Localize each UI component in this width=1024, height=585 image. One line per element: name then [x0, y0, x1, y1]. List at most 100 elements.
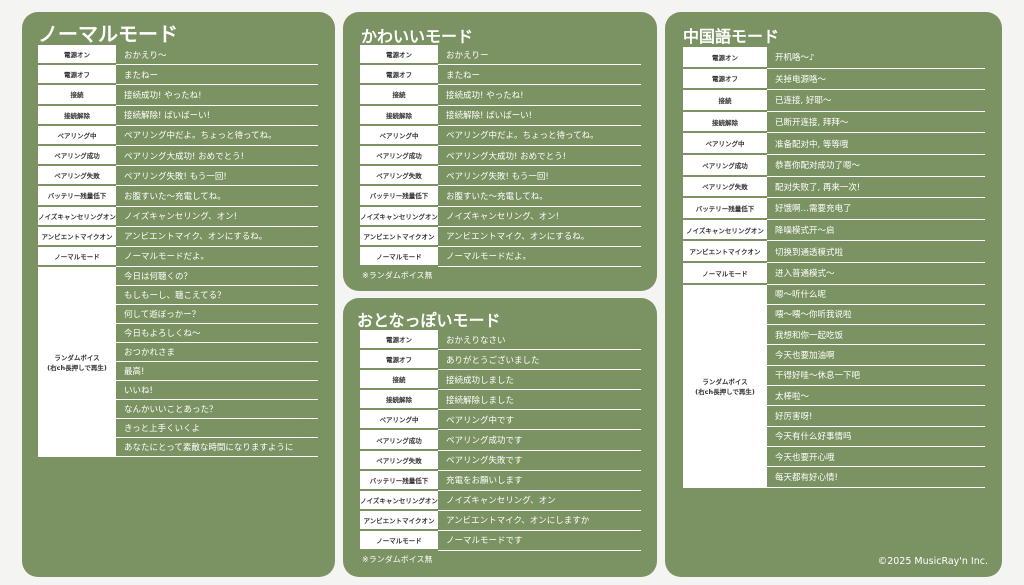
row-key: 接続解除	[38, 105, 116, 126]
random-item: 太棒啦〜	[767, 386, 985, 407]
row-key: バッテリー残量低下	[38, 186, 116, 207]
random-item: 最高!	[116, 362, 318, 382]
row-value: 进入普通模式〜	[767, 263, 985, 285]
row-key: ペアリング失敗	[360, 450, 438, 471]
table-row: ペアリング成功 ペアリング大成功! おめでとう!	[360, 145, 641, 167]
table-row: バッテリー残量低下 好饿啊…需要充电了	[683, 198, 985, 220]
row-value: 已断开连接, 拜拜〜	[767, 112, 985, 134]
random-key-line: (右ch長押しで再生)	[695, 388, 755, 397]
row-value: 恭喜你配对成功了嗯〜	[767, 155, 985, 177]
row-value: 好饿啊…需要充电了	[767, 198, 985, 220]
row-value: おかえりなさい	[438, 330, 641, 351]
row-value: おかえりー	[438, 45, 641, 66]
row-key: ペアリング成功	[38, 145, 116, 167]
row-key: 電源オフ	[360, 65, 438, 86]
row-value: ペアリング中です	[438, 410, 641, 431]
row-value: アンビエントマイク、オンにするね。	[438, 227, 641, 247]
row-key: ノイズキャンセリングオン	[683, 219, 767, 242]
table-row: 電源オン おかえりなさい	[360, 330, 641, 351]
row-value: ペアリング失敗です	[438, 451, 641, 471]
row-key: 接続解除	[683, 111, 767, 134]
random-item: あなたにとって素敵な時間になりますように	[116, 438, 318, 458]
table-row: 接続解除 接続解除しました	[360, 390, 641, 411]
row-key: ノーマルモード	[38, 246, 116, 268]
table-row: ペアリング成功 恭喜你配对成功了嗯〜	[683, 154, 985, 177]
table-row: ノイズキャンセリングオン ノイズキャンセリング、オン!	[360, 206, 641, 227]
row-key: ペアリング成功	[360, 145, 438, 167]
row-key: バッテリー残量低下	[360, 470, 438, 491]
panel-note: ※ランダムボイス無	[362, 271, 433, 281]
table-row: ノーマルモード ノーマルモードだよ。	[360, 246, 641, 268]
row-value: 关掉电源咯〜	[767, 69, 985, 91]
table-row: 電源オフ 关掉电源咯〜	[683, 68, 985, 91]
table-row: ノイズキャンセリングオン 降噪模式开〜启	[683, 219, 985, 242]
row-key: アンビエントマイクオン	[683, 241, 767, 263]
row-key: ペアリング成功	[360, 430, 438, 451]
row-key: 接続	[360, 370, 438, 391]
row-key: 電源オン	[38, 45, 116, 66]
row-key: ペアリング中	[38, 125, 116, 146]
random-item: きっと上手くいくよ	[116, 419, 318, 439]
row-key: バッテリー残量低下	[683, 198, 767, 220]
random-item: なんかいいことあった？	[116, 400, 318, 420]
random-item: もしもーし、聴こえてる？	[116, 286, 318, 306]
table-row: 電源オフ ありがとうございました	[360, 350, 641, 371]
panel-title: おとなっぽいモード	[357, 311, 501, 330]
row-value: ペアリング大成功! おめでとう!	[438, 146, 641, 167]
panel-title: かわいいモード	[361, 27, 474, 46]
row-key: アンビエントマイクオン	[360, 510, 438, 531]
row-value: 充電をお願いします	[438, 471, 641, 491]
table-row: 電源オフ またねー	[38, 65, 318, 86]
table-row: アンビエントマイクオン アンビエントマイク、オンにするね。	[38, 226, 318, 247]
row-value: お腹すいた〜充電してね。	[438, 186, 641, 207]
row-value: 准备配对中, 等等哦	[767, 133, 985, 155]
table-row: ペアリング中 准备配对中, 等等哦	[683, 133, 985, 155]
table-row: バッテリー残量低下 お腹すいた〜充電してね。	[360, 186, 641, 207]
random-items: 今日は何聴くの？ もしもーし、聴こえてる？ 何して遊ぼっかー？ 今日もよろしくね〜 おつ…	[116, 267, 318, 458]
table-row: バッテリー残量低下 充電をお願いします	[360, 470, 641, 491]
random-item: 嗯〜听什么呢	[767, 285, 985, 305]
random-item: 每天都有好心情!	[767, 467, 985, 488]
table-row: 接続 已连接, 好耶〜	[683, 90, 985, 112]
row-key: 電源オン	[683, 47, 767, 69]
table-row: アンビエントマイクオン アンビエントマイク、オンにしますか	[360, 510, 641, 531]
table-row: ペアリング失敗 ペアリング失敗! もう一回!	[38, 166, 318, 187]
random-block: ランダムボイス (右ch長押しで再生) 嗯〜听什么呢 喂〜喂〜你听我说啦 我想和你一起吃…	[683, 284, 985, 488]
row-value: 已连接, 好耶〜	[767, 90, 985, 112]
table-row: ノーマルモード ノーマルモードです	[360, 530, 641, 552]
row-value: 接続成功! やったね!	[438, 85, 641, 106]
row-key: バッテリー残量低下	[360, 186, 438, 207]
random-item: いいね!	[116, 381, 318, 401]
random-item: 今天也要加油啊	[767, 345, 985, 366]
row-key: ノーマルモード	[360, 246, 438, 268]
row-value: ノーマルモードだよ。	[438, 247, 641, 268]
row-key: ノイズキャンセリングオン	[360, 490, 438, 511]
table-row: 接続 接続成功しました	[360, 370, 641, 391]
voice-table: 電源オン おかえり〜 電源オフ またねー 接続 接続成功! やったね! 接続解除 接続解除! …	[38, 45, 318, 458]
voice-table: 電源オン おかえりー 電源オフ またねー 接続 接続成功! やったね! 接続解除 接続解除! …	[360, 45, 641, 281]
copyright: ©2025 MusicRay'n Inc.	[877, 556, 988, 567]
table-row: 接続解除 接続解除! ばいばーい!	[360, 105, 641, 126]
row-key: 接続解除	[360, 105, 438, 126]
row-key: ノイズキャンセリングオン	[360, 206, 438, 227]
random-key-line: ランダムボイス	[54, 354, 100, 363]
row-value: アンビエントマイク、オンにしますか	[438, 511, 641, 531]
row-value: ノイズキャンセリング、オン	[438, 491, 641, 511]
table-row: 電源オン おかえりー	[360, 45, 641, 66]
row-key: 電源オン	[360, 330, 438, 351]
row-key: 電源オフ	[683, 68, 767, 91]
random-key: ランダムボイス (右ch長押しで再生)	[683, 284, 767, 488]
row-key: 接続	[360, 85, 438, 106]
row-value: ありがとうございました	[438, 350, 641, 371]
row-key: アンビエントマイクオン	[360, 226, 438, 247]
panel: かわいいモード 電源オン おかえりー 電源オフ またねー 接続 接続成功! やったね! 接続解…	[343, 12, 657, 291]
table-row: 電源オン おかえり〜	[38, 45, 318, 66]
table-row: 接続解除 接続解除! ばいばーい!	[38, 105, 318, 126]
row-key: 電源オフ	[360, 350, 438, 371]
random-item: 今日もよろしくね〜	[116, 324, 318, 344]
row-value: ノイズキャンセリング、オン!	[116, 207, 318, 227]
row-key: ノイズキャンセリングオン	[38, 206, 116, 227]
panel: ノーマルモード 電源オン おかえり〜 電源オフ またねー 接続 接続成功! やったね! 接続解…	[22, 12, 335, 577]
panel: ©2025 MusicRay'n Inc. 中国語モード 電源オン 开机咯〜♪ 電源オ…	[665, 12, 1002, 577]
row-key: ノーマルモード	[360, 530, 438, 552]
